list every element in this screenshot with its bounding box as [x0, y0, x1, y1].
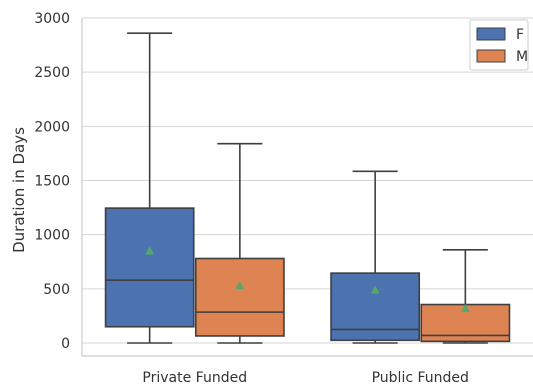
mean-marker	[460, 303, 470, 312]
axes: 0 500 1000 1500 2000 2500 3000 Private Funded Pu…	[34, 11, 533, 386]
box-F-1	[330, 170, 421, 344]
legend-label-M: M	[516, 49, 528, 65]
box-plots	[104, 32, 511, 344]
y-tick-label: 2500	[34, 65, 70, 81]
mean-marker	[145, 246, 155, 255]
mean-marker	[235, 281, 245, 290]
x-tick-label: Public Funded	[372, 370, 469, 386]
y-tick-label: 2000	[34, 119, 70, 135]
box-M-1	[420, 249, 511, 344]
legend: FM	[469, 19, 529, 71]
legend-swatch-M	[476, 49, 506, 63]
y-tick-label: 500	[43, 282, 70, 298]
box-iqr	[104, 207, 195, 328]
mean-marker	[370, 285, 380, 294]
y-tick-label: 1000	[34, 228, 70, 244]
box-F-0	[104, 32, 195, 344]
legend-swatch-F	[476, 27, 506, 41]
box-M-0	[194, 142, 285, 344]
legend-label-F: F	[516, 27, 524, 43]
y-axis-label: Duration in Days	[10, 127, 28, 253]
x-tick-label: Private Funded	[142, 370, 247, 386]
y-tick-label: 0	[61, 336, 70, 352]
y-tick-label: 1500	[34, 174, 70, 190]
box-iqr	[194, 257, 285, 337]
y-tick-label: 3000	[34, 11, 70, 27]
